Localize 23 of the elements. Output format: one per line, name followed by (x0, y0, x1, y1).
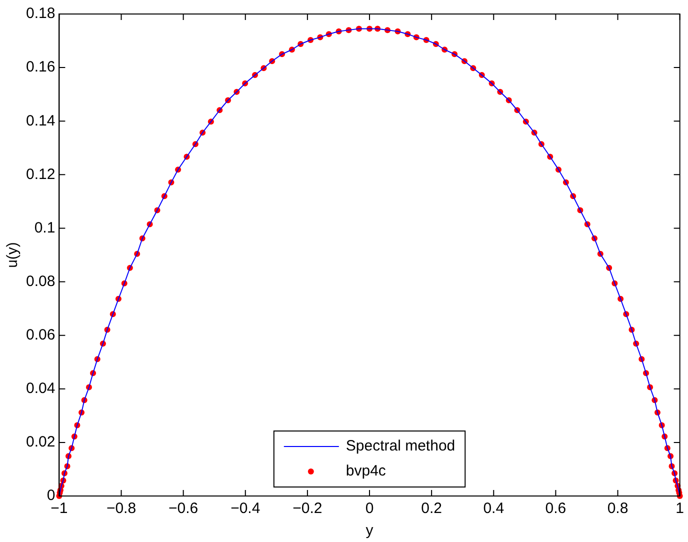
x-tick-label: −0.8 (106, 500, 136, 518)
x-tick-label: 0.4 (483, 500, 504, 518)
y-axis-title: u(y) (4, 242, 22, 268)
x-tick-label: 0.6 (545, 500, 566, 518)
y-tick-label: 0.14 (26, 112, 56, 130)
y-tick-label: 0.12 (26, 166, 56, 183)
x-tick-label: 0.8 (607, 500, 628, 518)
x-tick-label: −0.6 (168, 500, 198, 518)
x-tick-label: −0.4 (230, 500, 260, 518)
y-tick-label: 0.18 (26, 5, 56, 22)
x-axis-title: y (366, 522, 374, 540)
y-tick-label: 0.02 (26, 434, 56, 451)
y-tick-label: 0.04 (26, 380, 56, 398)
x-tick-label: 0.2 (421, 500, 442, 518)
legend-label: Spectral method (346, 438, 456, 455)
y-tick-label: 0.16 (26, 58, 56, 76)
y-tick-label: 0.1 (34, 219, 56, 236)
x-tick-label: −0.2 (292, 500, 322, 518)
y-tick-label: 0.06 (26, 326, 56, 344)
y-tick-label: 0.08 (26, 272, 56, 290)
x-tick-label: 0 (365, 500, 374, 518)
legend-label: bvp4c (346, 462, 386, 480)
x-tick-label: 1 (676, 500, 684, 518)
